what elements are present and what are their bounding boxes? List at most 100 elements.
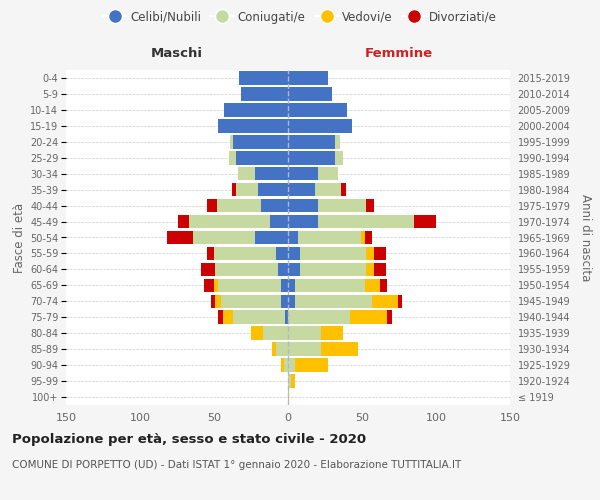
Bar bbox=[295, 278, 365, 292]
Text: COMUNE DI PORPETTO (UD) - Dati ISTAT 1° gennaio 2020 - Elaborazione TUTTITALIA.I: COMUNE DI PORPETTO (UD) - Dati ISTAT 1° … bbox=[12, 460, 461, 469]
Bar bbox=[317, 199, 367, 212]
Bar bbox=[236, 183, 259, 196]
Bar bbox=[218, 310, 223, 324]
Bar bbox=[288, 358, 295, 372]
Bar bbox=[233, 135, 288, 148]
Bar bbox=[288, 294, 295, 308]
Bar bbox=[211, 294, 215, 308]
Bar bbox=[214, 246, 276, 260]
Bar bbox=[256, 230, 288, 244]
Bar bbox=[167, 230, 193, 244]
Bar bbox=[374, 262, 386, 276]
Bar bbox=[298, 230, 361, 244]
Bar bbox=[215, 262, 278, 276]
Bar bbox=[193, 230, 256, 244]
Bar bbox=[276, 246, 288, 260]
Bar bbox=[259, 183, 288, 196]
Bar bbox=[288, 199, 317, 212]
Bar bbox=[288, 310, 350, 324]
Bar bbox=[214, 278, 218, 292]
Bar bbox=[367, 262, 374, 276]
Bar bbox=[335, 135, 340, 148]
Bar bbox=[223, 310, 233, 324]
Bar bbox=[189, 215, 270, 228]
Bar bbox=[320, 326, 343, 340]
Bar bbox=[365, 278, 380, 292]
Bar bbox=[367, 199, 374, 212]
Bar bbox=[238, 167, 256, 180]
Bar bbox=[281, 278, 288, 292]
Bar bbox=[230, 135, 233, 148]
Bar bbox=[276, 342, 288, 356]
Bar bbox=[288, 71, 328, 85]
Bar bbox=[300, 246, 367, 260]
Bar bbox=[233, 310, 285, 324]
Bar bbox=[232, 183, 236, 196]
Bar bbox=[278, 262, 288, 276]
Bar bbox=[374, 246, 386, 260]
Bar bbox=[218, 119, 288, 132]
Bar bbox=[229, 151, 236, 164]
Bar bbox=[317, 167, 338, 180]
Text: Maschi: Maschi bbox=[151, 48, 203, 60]
Bar bbox=[256, 167, 288, 180]
Bar bbox=[288, 342, 320, 356]
Bar bbox=[236, 151, 288, 164]
Bar bbox=[178, 215, 189, 228]
Legend: Celibi/Nubili, Coniugati/e, Vedovi/e, Divorziati/e: Celibi/Nubili, Coniugati/e, Vedovi/e, Di… bbox=[98, 6, 502, 28]
Bar bbox=[414, 215, 436, 228]
Bar bbox=[288, 183, 314, 196]
Bar bbox=[295, 358, 328, 372]
Bar bbox=[317, 215, 414, 228]
Bar bbox=[300, 262, 367, 276]
Bar bbox=[203, 278, 214, 292]
Bar bbox=[341, 183, 346, 196]
Bar bbox=[288, 374, 291, 388]
Bar bbox=[281, 294, 288, 308]
Bar bbox=[288, 278, 295, 292]
Bar bbox=[288, 390, 289, 404]
Bar bbox=[262, 199, 288, 212]
Bar bbox=[387, 310, 392, 324]
Bar bbox=[285, 310, 288, 324]
Bar bbox=[314, 183, 341, 196]
Bar bbox=[350, 310, 387, 324]
Bar bbox=[380, 278, 387, 292]
Bar bbox=[241, 87, 288, 101]
Bar bbox=[206, 199, 217, 212]
Bar bbox=[398, 294, 402, 308]
Bar bbox=[263, 326, 288, 340]
Text: Femmine: Femmine bbox=[365, 48, 433, 60]
Bar bbox=[218, 278, 281, 292]
Bar bbox=[288, 119, 352, 132]
Bar bbox=[365, 230, 373, 244]
Y-axis label: Anni di nascita: Anni di nascita bbox=[579, 194, 592, 281]
Bar bbox=[288, 135, 335, 148]
Bar bbox=[284, 358, 288, 372]
Bar bbox=[361, 230, 365, 244]
Bar bbox=[291, 374, 295, 388]
Bar bbox=[335, 151, 343, 164]
Bar bbox=[281, 358, 284, 372]
Bar bbox=[215, 294, 221, 308]
Bar bbox=[320, 342, 358, 356]
Bar bbox=[272, 342, 276, 356]
Bar bbox=[270, 215, 288, 228]
Bar bbox=[221, 294, 281, 308]
Bar bbox=[288, 151, 335, 164]
Bar bbox=[288, 215, 317, 228]
Bar bbox=[367, 246, 374, 260]
Bar bbox=[224, 103, 288, 117]
Bar bbox=[288, 326, 320, 340]
Bar bbox=[288, 167, 317, 180]
Bar bbox=[288, 230, 298, 244]
Bar bbox=[217, 199, 262, 212]
Bar bbox=[295, 294, 373, 308]
Bar bbox=[373, 294, 398, 308]
Bar bbox=[239, 71, 288, 85]
Y-axis label: Fasce di età: Fasce di età bbox=[13, 202, 26, 272]
Text: Popolazione per età, sesso e stato civile - 2020: Popolazione per età, sesso e stato civil… bbox=[12, 432, 366, 446]
Bar bbox=[251, 326, 263, 340]
Bar bbox=[206, 246, 214, 260]
Bar bbox=[288, 246, 300, 260]
